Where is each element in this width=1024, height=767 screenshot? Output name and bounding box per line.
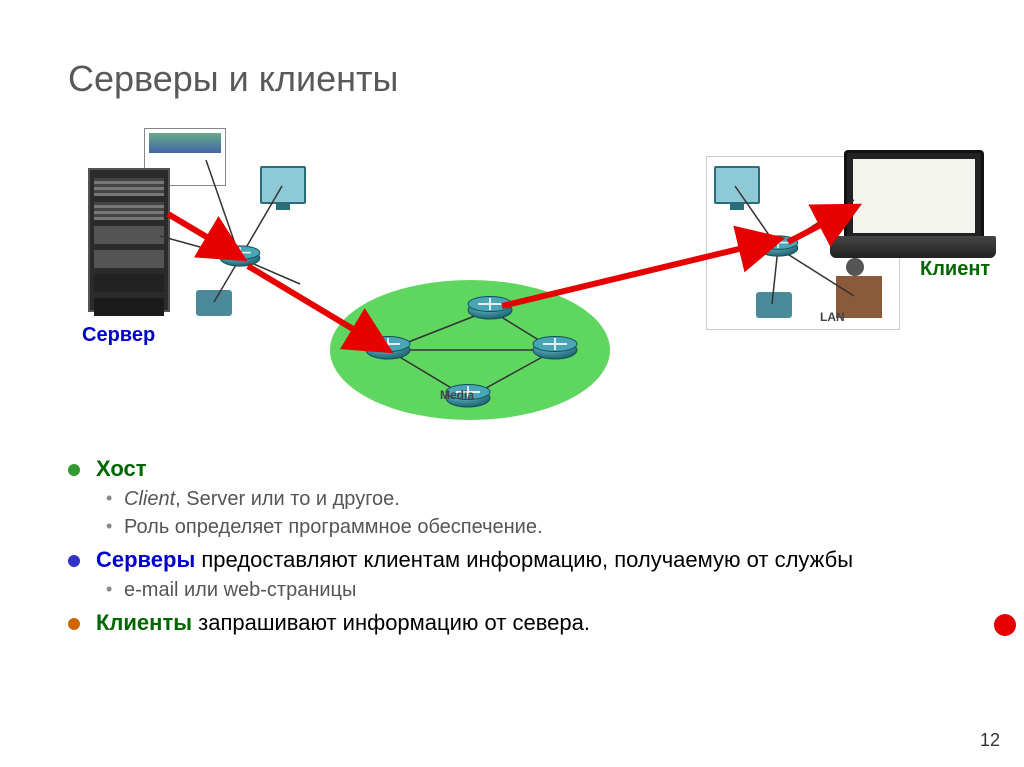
bullet-host: Хост Client, Server или то и другое. Рол…: [68, 456, 948, 539]
bullet-list: Хост Client, Server или то и другое. Рол…: [68, 456, 948, 644]
host-sub-1: Client, Server или то и другое.: [124, 488, 948, 511]
clients-rest: запрашивают информацию от севера.: [192, 610, 590, 635]
term-clients: Клиенты: [96, 610, 192, 635]
client-label: Клиент: [920, 258, 990, 281]
host-sub-2: Роль определяет программное обеспечение.: [124, 516, 948, 539]
servers-sub-1: e-mail или web-страницы: [124, 579, 948, 602]
term-host: Хост: [96, 456, 147, 481]
host-sub1-italic: Client: [124, 488, 175, 510]
network-diagram: [0, 0, 1024, 767]
servers-rest: предоставляют клиентам информацию, получ…: [195, 547, 853, 572]
bullet-servers: Серверы предоставляют клиентам информаци…: [68, 547, 948, 602]
bullet-clients: Клиенты запрашивают информацию от севера…: [68, 610, 948, 636]
page-number: 12: [980, 730, 1000, 751]
server-label: Сервер: [82, 324, 155, 347]
lan-label: LAN: [820, 310, 845, 324]
term-servers: Серверы: [96, 547, 195, 572]
host-sub1-rest: , Server или то и другое.: [175, 488, 400, 510]
media-label: Media: [440, 388, 474, 402]
ink-annotation-dot: [994, 614, 1016, 636]
